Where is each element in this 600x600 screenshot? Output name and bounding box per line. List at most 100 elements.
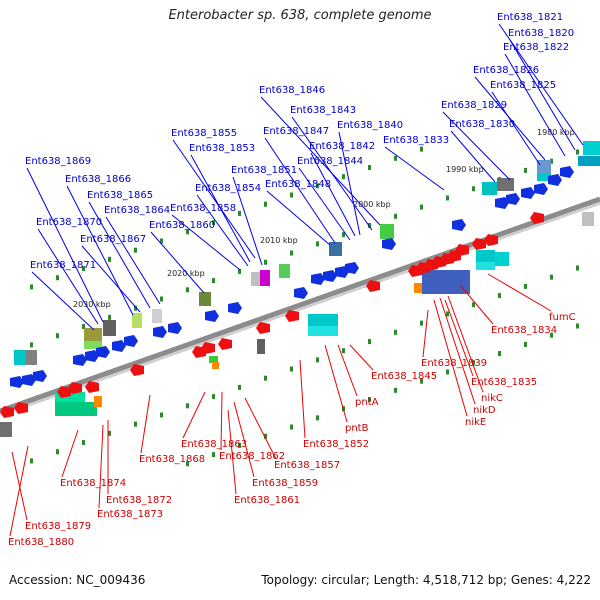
tick-mark [550, 158, 553, 164]
forward-gene-label: Ent638_1846 [259, 85, 325, 96]
backbone [0, 196, 600, 414]
tick-mark [238, 268, 241, 274]
forward-gene-label: Ent638_1847 [263, 126, 329, 137]
genome-title: Enterobacter sp. 638, complete genome [168, 8, 432, 23]
reverse-gene-arrow [192, 346, 206, 358]
forward-gene-label: Ent638_1844 [297, 156, 363, 167]
forward-gene-leader [105, 216, 161, 305]
reverse-gene-label: Ent638_1863 [181, 439, 247, 450]
tick-mark [342, 232, 345, 238]
forward-gene-block [279, 264, 290, 278]
forward-gene-leader [88, 201, 151, 309]
forward-gene-leader [442, 111, 511, 181]
forward-gene-leader [172, 139, 256, 259]
forward-gene-leader [338, 131, 361, 236]
forward-gene-label: Ent638_1865 [87, 190, 153, 201]
reverse-gene-arrow [14, 402, 28, 414]
tick-mark [394, 213, 397, 219]
reverse-gene-block [582, 212, 594, 226]
forward-gene-arrow [495, 197, 509, 209]
tick-mark [160, 412, 163, 418]
tick-mark [238, 384, 241, 390]
tick-mark [82, 266, 85, 272]
tick-mark [290, 366, 293, 372]
forward-gene-block [578, 156, 600, 166]
reverse-gene-label: Ent638_1839 [421, 358, 487, 369]
tick-mark [316, 357, 319, 363]
tick-mark [524, 283, 527, 289]
reverse-gene-arrow [484, 234, 498, 246]
ruler-label: 1980 kbp [537, 128, 575, 137]
forward-gene-block [152, 309, 162, 323]
forward-gene-block [199, 292, 211, 306]
tick-mark [290, 192, 293, 198]
tick-mark [342, 174, 345, 180]
reverse-gene-leader [9, 445, 29, 537]
forward-gene-label: Ent638_1855 [171, 128, 237, 139]
forward-gene-arrow [73, 354, 87, 366]
tick-mark [134, 305, 137, 311]
tick-mark [290, 424, 293, 430]
tick-mark [82, 440, 85, 446]
forward-gene-label: Ent638_1840 [337, 120, 403, 131]
reverse-gene-block [212, 362, 219, 369]
tick-mark [342, 348, 345, 354]
reverse-gene-leader [98, 424, 104, 509]
forward-gene-label: Ent638_1870 [36, 217, 102, 228]
forward-gene-arrow [124, 335, 138, 347]
tick-mark [108, 314, 111, 320]
forward-gene-label: Ent638_1821 [497, 12, 563, 23]
forward-gene-leader [298, 167, 351, 241]
forward-gene-arrow [228, 302, 242, 314]
reverse-gene-label: Ent638_1859 [252, 478, 318, 489]
forward-gene-block [260, 270, 270, 286]
forward-gene-block [482, 182, 497, 195]
forward-gene-block [497, 178, 514, 191]
reverse-gene-arrow [285, 310, 299, 322]
reverse-gene-label: Ent638_1873 [97, 509, 163, 520]
tick-mark [472, 302, 475, 308]
reverse-gene-arrow [472, 238, 486, 250]
tick-mark [576, 265, 579, 271]
forward-gene-label: Ent638_1842 [309, 141, 375, 152]
tick-mark [446, 311, 449, 317]
forward-gene-label: Ent638_1833 [383, 135, 449, 146]
tick-mark [264, 259, 267, 265]
forward-gene-label: Ent638_1853 [189, 143, 255, 154]
forward-gene-arrow [506, 193, 520, 205]
tick-mark [368, 338, 371, 344]
ruler-label: 2030 kbp [73, 300, 111, 309]
reverse-gene-arrow [530, 212, 544, 224]
forward-gene-arrow [335, 266, 349, 278]
forward-gene-label: Ent638_1869 [25, 156, 91, 167]
reverse-gene-leader [439, 297, 476, 405]
forward-gene-label: Ent638_1860 [149, 220, 215, 231]
tick-mark [238, 442, 241, 448]
reverse-gene-arrow [256, 322, 270, 334]
forward-gene-block [14, 350, 26, 365]
tick-mark [316, 241, 319, 247]
reverse-gene-block [94, 396, 102, 407]
forward-gene-label: Ent638_1820 [508, 28, 574, 39]
forward-gene-label: Ent638_1864 [104, 205, 170, 216]
tick-mark [160, 296, 163, 302]
accession-text: Accession: NC_009436 [9, 573, 146, 587]
forward-gene-arrow [153, 326, 167, 338]
reverse-gene-label: Ent638_1861 [234, 495, 300, 506]
reverse-gene-leader [459, 284, 494, 325]
forward-gene-arrow [560, 166, 574, 178]
tick-mark [576, 149, 579, 155]
tick-mark [290, 250, 293, 256]
forward-gene-block [537, 173, 551, 181]
reverse-gene-label: fumC [549, 312, 576, 323]
forward-gene-arrow [10, 376, 24, 388]
forward-gene-block [537, 160, 551, 173]
forward-gene-leader [260, 96, 381, 226]
tick-mark [394, 329, 397, 335]
reverse-gene-arrow [366, 280, 380, 292]
reverse-gene-leader [422, 309, 429, 358]
forward-gene-arrow [112, 340, 126, 352]
forward-gene-block [380, 224, 394, 239]
tick-mark [238, 210, 241, 216]
reverse-gene-arrow [130, 364, 144, 376]
